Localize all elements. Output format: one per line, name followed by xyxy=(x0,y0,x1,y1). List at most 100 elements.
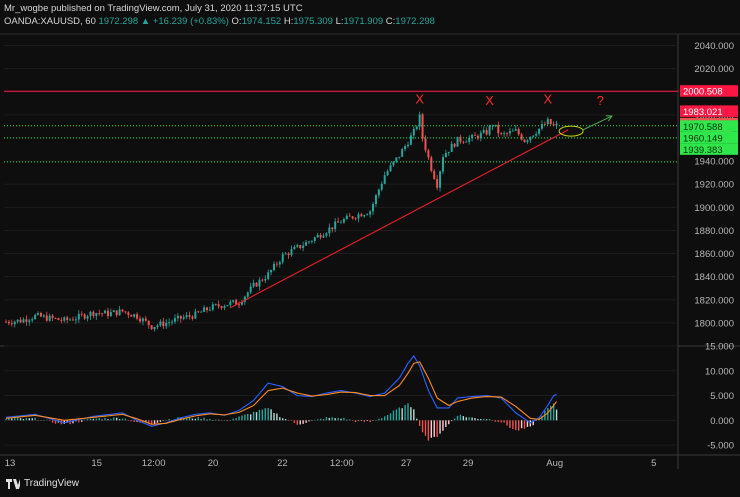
time-axis-tick-label: 12:00 xyxy=(330,458,354,469)
open-value: 1974.152 xyxy=(241,16,282,27)
time-axis-tick-label: 20 xyxy=(208,458,219,469)
candle-body xyxy=(319,234,322,238)
candle-body xyxy=(511,130,514,132)
macd-histogram-bar xyxy=(206,419,208,421)
projection-arrow-head xyxy=(605,115,613,122)
candle-body xyxy=(296,245,299,247)
macd-histogram-bar xyxy=(212,420,214,421)
macd-histogram-bar xyxy=(488,419,491,421)
candle-body xyxy=(395,157,398,162)
candle-body xyxy=(520,134,523,140)
candle-body xyxy=(162,321,165,327)
macd-histogram-bar xyxy=(162,420,165,421)
candle-body xyxy=(255,282,258,287)
candle-body xyxy=(98,313,101,314)
macd-histogram-bar xyxy=(305,420,307,423)
candle-body xyxy=(115,310,118,316)
macd-histogram-bar xyxy=(523,420,526,429)
trendline-layer xyxy=(230,129,569,309)
macd-histogram-bar xyxy=(252,411,255,421)
macd-axis-tick-label: -5.000 xyxy=(707,441,734,452)
macd-histogram-bar xyxy=(433,420,435,437)
price-tag-label: 1970.588 xyxy=(683,122,723,133)
macd-histogram-bar xyxy=(159,420,162,422)
candle-body xyxy=(31,319,34,321)
candle-body xyxy=(500,133,503,134)
macd-histogram-bar xyxy=(369,420,371,423)
macd-lines xyxy=(5,354,558,427)
macd-histogram-bar xyxy=(209,418,211,421)
macd-histogram-bar xyxy=(456,415,459,421)
candle-body xyxy=(179,315,182,319)
macd-histogram-bar xyxy=(188,417,191,421)
macd-histogram-bar xyxy=(25,417,28,421)
macd-histogram-bar xyxy=(115,417,118,421)
macd-histogram-bar xyxy=(541,415,543,421)
candle-body xyxy=(450,143,453,152)
macd-histogram-bar xyxy=(98,418,100,421)
candle-body xyxy=(226,305,229,307)
macd-line xyxy=(5,354,557,427)
candle-body xyxy=(80,313,83,315)
tradingview-logo-icon xyxy=(6,478,20,489)
macd-histogram-bar xyxy=(54,420,57,424)
candle-body xyxy=(246,292,249,297)
macd-histogram-bar xyxy=(28,418,31,421)
candle-body xyxy=(535,133,538,136)
macd-histogram-bar xyxy=(363,420,366,422)
up-triangle-icon: ▲ xyxy=(140,16,151,27)
footer-brand[interactable]: TradingView xyxy=(6,478,79,489)
candle-body xyxy=(479,132,482,139)
macd-histogram-bar xyxy=(439,420,441,434)
price-axis-tick-label: 1860.000 xyxy=(694,249,734,260)
candle-body xyxy=(401,149,404,157)
candle-body xyxy=(281,254,284,263)
ascending-trendline xyxy=(230,129,569,309)
macd-histogram-bar xyxy=(462,416,465,421)
candle-body xyxy=(526,140,529,143)
macd-histogram-bar xyxy=(229,420,232,421)
candle-body xyxy=(351,216,354,219)
candle-body xyxy=(240,302,243,305)
price-axis-tick-label: 1880.000 xyxy=(694,226,734,237)
macd-histogram-bar xyxy=(424,420,427,436)
macd-histogram-bar xyxy=(354,420,357,423)
candle-body xyxy=(503,133,506,135)
macd-histogram-bar xyxy=(168,418,170,421)
candle-body xyxy=(243,296,246,303)
macd-histogram-bar xyxy=(337,417,339,421)
candle-body xyxy=(462,141,465,143)
macd-histogram-bar xyxy=(31,418,33,421)
candle-body xyxy=(83,314,86,319)
high-label: H: xyxy=(283,16,294,27)
candle-body xyxy=(258,279,261,287)
candle-body xyxy=(261,279,264,281)
candle-body xyxy=(372,203,375,212)
candle-body xyxy=(354,218,357,220)
macd-histogram-bar xyxy=(480,419,482,421)
macd-histogram-bar xyxy=(270,409,272,421)
macd-histogram-bar xyxy=(215,419,217,421)
price-axis-tick-label: 2040.000 xyxy=(694,41,734,52)
candle-body xyxy=(447,151,450,154)
time-axis-tick-label: 15 xyxy=(91,458,102,469)
candle-body xyxy=(421,114,424,139)
macd-histogram-bar xyxy=(485,419,488,421)
macd-histogram-bar xyxy=(465,417,467,421)
time-axis-tick-label: 22 xyxy=(277,458,288,469)
macd-histogram-bar xyxy=(357,420,360,421)
symbol[interactable]: OANDA:XAUUSD, 60 xyxy=(4,16,96,27)
candle-body xyxy=(441,157,444,172)
macd-histogram-bar xyxy=(95,418,98,421)
macd-histogram-bar xyxy=(436,420,438,438)
candle-body xyxy=(407,144,409,147)
candle-body xyxy=(337,221,340,223)
candle-body xyxy=(121,309,124,312)
candle-body xyxy=(546,118,549,125)
macd-histogram-bar xyxy=(383,416,386,421)
candle-body xyxy=(345,215,348,220)
candle-body xyxy=(200,311,203,313)
candle-body xyxy=(307,241,310,243)
macd-histogram-bar xyxy=(346,419,348,421)
